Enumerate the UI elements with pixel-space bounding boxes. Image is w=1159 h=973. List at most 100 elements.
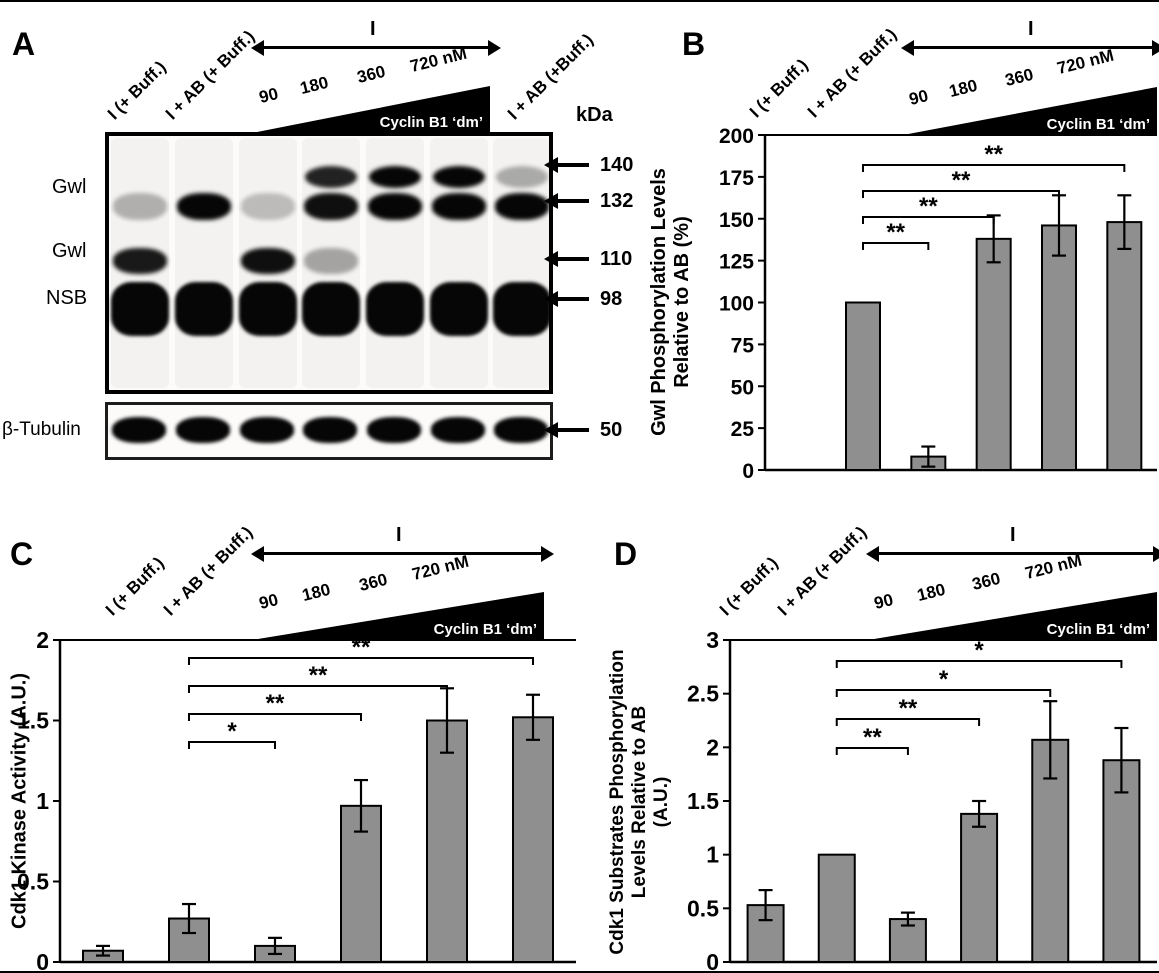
blot-band	[241, 248, 295, 274]
blot-row-label-nsb: NSB	[46, 287, 88, 309]
significance-bracket	[835, 689, 1052, 697]
bar	[817, 853, 856, 964]
blot-band	[493, 282, 549, 336]
panel-b-condition-range-arrow	[901, 39, 1159, 56]
significance-label: **	[984, 141, 1003, 168]
blot-band	[304, 193, 358, 220]
blot-band	[239, 282, 297, 336]
significance-label: **	[899, 695, 918, 722]
blot-lane	[493, 138, 549, 388]
marker-label-140: 140	[600, 154, 634, 176]
blot-band	[241, 193, 295, 220]
y-tick-label: 150	[719, 209, 754, 232]
significance-label: **	[863, 724, 882, 751]
panel-d-condition-range-arrow	[866, 545, 1159, 562]
blot-band	[113, 193, 167, 220]
blot-row-label-tubulin: β-Tubulin	[2, 419, 81, 440]
blot-band	[305, 166, 357, 188]
y-tick-label: 100	[719, 293, 754, 316]
western-blot-tubulin	[105, 402, 553, 460]
significance-bracket	[835, 747, 909, 755]
marker-label-110: 110	[600, 248, 633, 270]
significance-bracket	[188, 657, 534, 665]
blot-band	[304, 248, 358, 274]
significance-label: **	[952, 167, 971, 194]
panel-c-arrow-label: I	[396, 524, 402, 546]
y-tick-label: 125	[719, 251, 754, 274]
bar	[1106, 221, 1143, 471]
panel-d-arrow-label: I	[1010, 524, 1016, 546]
bar	[512, 716, 554, 964]
marker-label-50: 50	[600, 419, 623, 441]
blot-band	[367, 417, 421, 443]
panel-d-cyclin-label: Cyclin B1 ‘dm’	[1046, 621, 1150, 638]
marker-arrow-50-icon	[544, 422, 589, 437]
y-tick-label: 75	[731, 334, 755, 357]
significance-bracket	[188, 685, 448, 693]
panel-a-letter: A	[12, 26, 36, 62]
panel-a-condition-range-arrow	[251, 39, 501, 56]
blot-band	[368, 193, 422, 220]
marker-arrow-98-icon	[544, 291, 589, 306]
significance-bracket	[862, 242, 930, 250]
blot-band	[302, 282, 360, 336]
y-tick-label: 0	[36, 949, 49, 973]
significance-label: *	[939, 666, 949, 693]
bar	[426, 719, 468, 963]
blot-band	[366, 282, 424, 336]
panel-c-cyclin-label: Cyclin B1 ‘dm’	[433, 621, 537, 638]
y-tick-label: 0	[742, 460, 754, 483]
blot-band	[432, 193, 486, 220]
blot-band	[433, 166, 485, 188]
blot-band	[111, 282, 169, 336]
marker-arrow-110-icon	[544, 251, 589, 266]
blot-band	[369, 166, 421, 188]
blot-band	[112, 417, 166, 443]
marker-arrow-132-icon	[544, 193, 589, 208]
significance-bracket	[835, 660, 1123, 668]
y-tick-label: 2	[36, 627, 49, 653]
blot-row-label-gwl-lower: Gwl	[52, 240, 87, 262]
significance-label: **	[309, 662, 328, 689]
significance-label: *	[974, 637, 984, 664]
y-tick-label: 1.5	[687, 788, 719, 814]
y-tick-label: 0	[706, 949, 719, 973]
significance-bracket	[188, 713, 362, 721]
panel-c-condition-range-arrow	[251, 545, 554, 562]
y-tick-label: 2.5	[687, 681, 719, 707]
blot-band	[177, 193, 231, 220]
bar	[1102, 759, 1141, 963]
y-tick-label: 0.5	[687, 895, 719, 921]
bar	[960, 812, 999, 963]
panel-a-cyclin-label: Cyclin B1 ‘dm’	[379, 114, 483, 131]
marker-arrow-140-icon	[544, 157, 589, 172]
blot-band	[495, 193, 549, 220]
blot-band	[175, 282, 233, 336]
y-tick-label: 0.5	[17, 869, 49, 895]
y-tick-label: 1	[706, 842, 719, 868]
blot-band	[431, 417, 485, 443]
significance-bracket	[862, 190, 1060, 198]
significance-bracket	[862, 216, 995, 224]
panel-d-letter: D	[614, 536, 638, 572]
significance-label: **	[352, 634, 371, 661]
y-tick-label: 175	[719, 167, 754, 190]
kda-header-label: kDa	[576, 104, 613, 126]
significance-bracket	[835, 718, 981, 726]
significance-label: **	[886, 219, 905, 246]
y-tick-label: 2	[706, 734, 719, 760]
panel-c-letter: C	[10, 536, 34, 572]
panel-b-letter: B	[682, 26, 706, 62]
blot-band	[496, 166, 548, 188]
y-tick-label: 1	[36, 788, 49, 814]
y-tick-label: 50	[731, 376, 754, 399]
bar	[975, 237, 1012, 471]
significance-bracket	[862, 164, 1126, 172]
panel-b-cyclin-label: Cyclin B1 ‘dm’	[1046, 116, 1150, 133]
blot-band	[430, 282, 488, 336]
significance-bracket	[188, 741, 276, 749]
panel-a-arrow-label: I	[370, 18, 376, 40]
y-tick-label: 200	[719, 125, 754, 148]
